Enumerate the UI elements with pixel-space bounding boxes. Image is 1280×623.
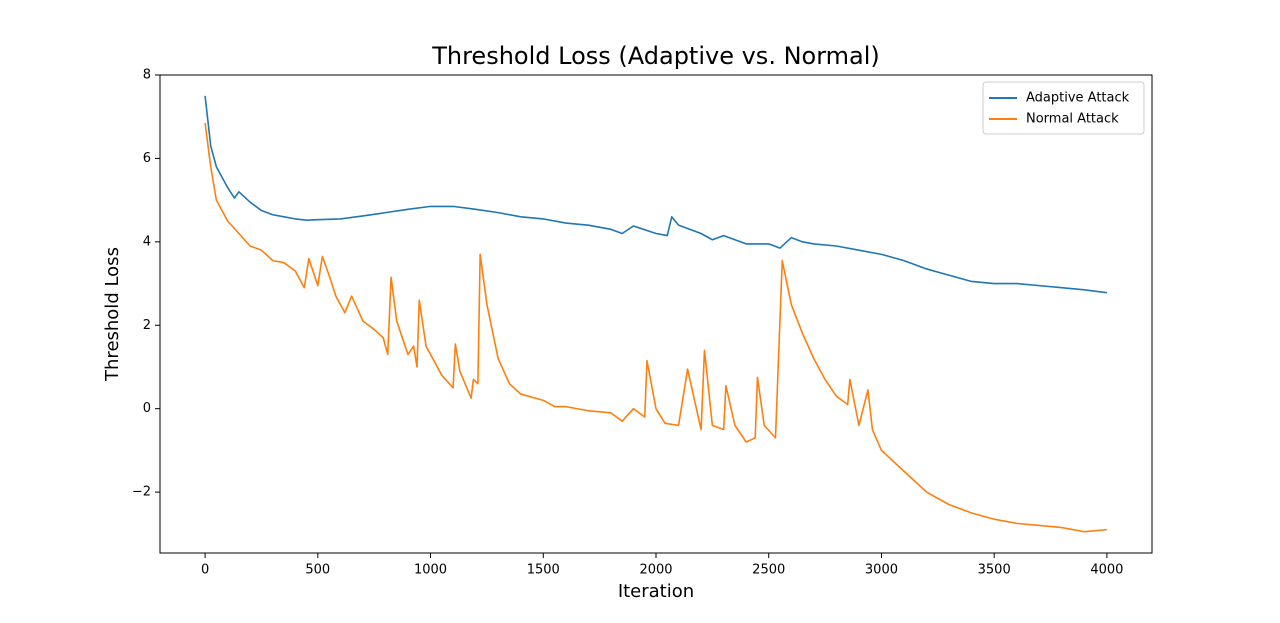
series-line xyxy=(204,122,1107,533)
legend-label: Adaptive Attack xyxy=(1026,91,1130,106)
x-tick-label: 500 xyxy=(305,563,330,578)
y-tick-label: 0 xyxy=(143,401,151,416)
y-tick-label: 2 xyxy=(143,318,151,333)
y-tick-label: 6 xyxy=(143,151,151,166)
y-tick-label: −2 xyxy=(132,485,151,500)
legend-label: Normal Attack xyxy=(1026,112,1119,127)
x-tick-label: 2500 xyxy=(752,563,785,578)
series-line xyxy=(204,95,1108,294)
legend-box xyxy=(982,81,1145,135)
y-tick-label: 4 xyxy=(143,234,151,249)
y-axis-label: Threshold Loss xyxy=(102,247,123,382)
y-tick-label: 8 xyxy=(143,68,151,83)
chart-title: Threshold Loss (Adaptive vs. Normal) xyxy=(431,42,880,70)
x-tick-label: 1500 xyxy=(527,563,560,578)
x-axis-label: Iteration xyxy=(618,581,694,602)
x-tick-label: 2000 xyxy=(639,563,672,578)
plot-frame xyxy=(159,74,1153,554)
x-tick-label: 3000 xyxy=(865,563,898,578)
x-tick-label: 1000 xyxy=(414,563,447,578)
x-tick-label: 0 xyxy=(201,563,209,578)
x-tick-label: 3500 xyxy=(978,563,1011,578)
x-tick-label: 4000 xyxy=(1090,563,1123,578)
